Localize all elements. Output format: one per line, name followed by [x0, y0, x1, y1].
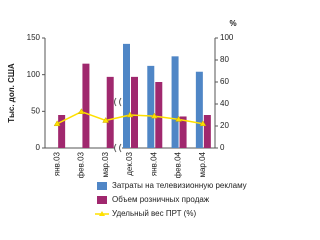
- y2-tick-label: 100: [220, 33, 234, 42]
- legend-label: Затраты на телевизионную рекламу: [112, 181, 247, 190]
- y2-tick-label: 40: [220, 99, 229, 108]
- marker: [150, 112, 158, 119]
- marker: [199, 120, 207, 127]
- x-tick-label: фев.04: [174, 151, 183, 178]
- y2-tick-label: 0: [220, 143, 225, 152]
- bar: [123, 43, 130, 148]
- bar: [131, 76, 138, 148]
- legend-label: Удельный вес ПРТ (%): [112, 209, 196, 218]
- y-tick-label: 50: [31, 106, 40, 115]
- marker: [126, 111, 134, 118]
- bar: [147, 65, 155, 148]
- bar: [179, 116, 187, 148]
- x-tick-label: янв.03: [52, 151, 61, 176]
- bar: [58, 115, 66, 148]
- marker: [175, 115, 183, 122]
- x-tick-label: дек.03: [125, 151, 134, 175]
- y2-tick-label: 60: [220, 77, 229, 86]
- marker: [77, 108, 85, 114]
- legend-swatch: [99, 211, 105, 216]
- y-tick-label: 150: [27, 33, 41, 42]
- y2-tick-label: 20: [220, 121, 229, 130]
- legend-label: Объем розничных продаж: [112, 195, 210, 204]
- bar: [203, 115, 211, 148]
- bar: [171, 56, 179, 149]
- bar: [155, 82, 163, 148]
- y2-tick-label: 80: [220, 55, 229, 64]
- x-tick-label: мар.03: [101, 151, 110, 177]
- legend-swatch: [97, 196, 107, 204]
- y-tick-label: 0: [36, 143, 41, 152]
- bar: [106, 76, 114, 148]
- x-tick-label: янв.04: [149, 151, 158, 176]
- legend-swatch: [97, 182, 107, 190]
- bar: [195, 71, 203, 148]
- y-axis-label: Тыс. дол. США: [7, 63, 16, 123]
- x-tick-label: мар.04: [198, 151, 207, 177]
- marker: [102, 117, 110, 123]
- y-tick-label: 100: [27, 70, 41, 79]
- chart: Тыс. дол. США % 0 50 100 150 0 20 40 60 80 100 янв…: [7, 19, 247, 218]
- marker: [53, 120, 61, 127]
- y2-axis-label: %: [229, 19, 236, 28]
- x-tick-label: фев.03: [77, 151, 86, 178]
- bar: [82, 63, 90, 148]
- axis-break: [114, 95, 122, 153]
